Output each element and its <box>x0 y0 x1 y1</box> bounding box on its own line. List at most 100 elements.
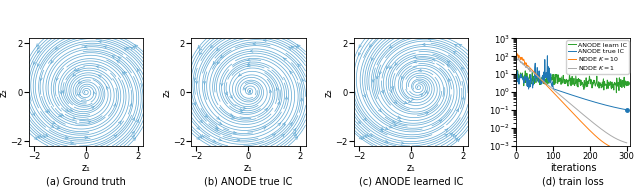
FancyArrowPatch shape <box>295 137 298 140</box>
NDDE $K = 10$ <box>513 51 520 54</box>
FancyArrowPatch shape <box>293 129 296 132</box>
FancyArrowPatch shape <box>389 126 392 128</box>
FancyArrowPatch shape <box>212 140 216 142</box>
FancyArrowPatch shape <box>211 45 213 48</box>
Y-axis label: z₂: z₂ <box>0 88 9 97</box>
FancyArrowPatch shape <box>459 44 462 47</box>
FancyArrowPatch shape <box>420 94 422 96</box>
FancyArrowPatch shape <box>195 81 198 84</box>
FancyArrowPatch shape <box>445 134 447 137</box>
Line: ANODE true IC: ANODE true IC <box>516 56 627 110</box>
ANODE true IC <box>623 109 630 111</box>
FancyArrowPatch shape <box>216 48 220 51</box>
ANODE learn IC <box>579 81 586 84</box>
FancyArrowPatch shape <box>399 120 401 122</box>
ANODE true IC <box>543 55 551 57</box>
FancyArrowPatch shape <box>243 107 246 110</box>
FancyArrowPatch shape <box>116 60 120 63</box>
FancyArrowPatch shape <box>371 58 374 61</box>
FancyArrowPatch shape <box>454 45 458 47</box>
FancyArrowPatch shape <box>449 79 451 82</box>
FancyArrowPatch shape <box>200 52 202 55</box>
FancyArrowPatch shape <box>447 65 450 67</box>
FancyArrowPatch shape <box>404 101 407 104</box>
FancyArrowPatch shape <box>401 142 404 144</box>
FancyArrowPatch shape <box>45 110 48 113</box>
ANODE learn IC <box>606 84 614 86</box>
FancyArrowPatch shape <box>447 61 451 64</box>
FancyArrowPatch shape <box>276 88 278 91</box>
NDDE $K = 10$ <box>612 148 620 150</box>
FancyArrowPatch shape <box>37 64 40 67</box>
X-axis label: z₁: z₁ <box>81 163 90 173</box>
FancyArrowPatch shape <box>215 126 218 128</box>
FancyArrowPatch shape <box>99 40 102 43</box>
FancyArrowPatch shape <box>394 123 397 126</box>
FancyArrowPatch shape <box>378 109 381 112</box>
FancyArrowPatch shape <box>77 69 80 71</box>
FancyArrowPatch shape <box>445 129 448 132</box>
NDDE $K = 10$ <box>578 121 586 123</box>
FancyArrowPatch shape <box>219 138 221 141</box>
FancyArrowPatch shape <box>84 46 87 48</box>
NDDE $K = 1$ <box>612 138 620 140</box>
FancyArrowPatch shape <box>449 133 452 136</box>
NDDE $K = 1$ <box>605 134 613 136</box>
ANODE learn IC <box>612 92 620 94</box>
Text: (b) ANODE true IC: (b) ANODE true IC <box>204 176 292 186</box>
FancyArrowPatch shape <box>42 135 45 137</box>
FancyArrowPatch shape <box>390 89 392 92</box>
FancyArrowPatch shape <box>225 92 227 95</box>
FancyArrowPatch shape <box>298 45 300 47</box>
FancyArrowPatch shape <box>395 62 397 65</box>
ANODE true IC <box>513 78 520 80</box>
NDDE $K = 1$ <box>623 142 630 144</box>
FancyArrowPatch shape <box>425 91 428 94</box>
FancyArrowPatch shape <box>118 121 121 124</box>
FancyArrowPatch shape <box>56 78 58 81</box>
FancyArrowPatch shape <box>217 61 220 64</box>
FancyArrowPatch shape <box>132 118 134 121</box>
FancyArrowPatch shape <box>193 102 195 105</box>
NDDE $K = 1$ <box>513 56 520 59</box>
FancyArrowPatch shape <box>302 79 304 82</box>
FancyArrowPatch shape <box>199 48 202 51</box>
Line: NDDE $K = 1$: NDDE $K = 1$ <box>516 58 627 143</box>
FancyArrowPatch shape <box>358 53 360 55</box>
ANODE true IC <box>580 98 588 100</box>
FancyArrowPatch shape <box>294 134 296 137</box>
FancyArrowPatch shape <box>369 134 372 136</box>
FancyArrowPatch shape <box>359 137 362 139</box>
FancyArrowPatch shape <box>137 69 140 72</box>
FancyArrowPatch shape <box>33 62 35 65</box>
FancyArrowPatch shape <box>426 112 428 115</box>
X-axis label: z₁: z₁ <box>406 163 415 173</box>
FancyArrowPatch shape <box>244 87 246 90</box>
FancyArrowPatch shape <box>104 46 107 48</box>
Legend: ANODE learn IC, ANODE true IC, NDDE $K = 10$, NDDE $K = 1$: ANODE learn IC, ANODE true IC, NDDE $K =… <box>566 40 628 74</box>
FancyArrowPatch shape <box>269 90 272 93</box>
FancyArrowPatch shape <box>217 117 220 119</box>
FancyArrowPatch shape <box>265 108 268 111</box>
FancyArrowPatch shape <box>132 132 134 134</box>
FancyArrowPatch shape <box>114 135 116 138</box>
NDDE $K = 10$ <box>605 145 613 147</box>
FancyArrowPatch shape <box>60 91 62 94</box>
FancyArrowPatch shape <box>106 86 109 89</box>
FancyArrowPatch shape <box>240 109 243 111</box>
FancyArrowPatch shape <box>36 44 39 46</box>
FancyArrowPatch shape <box>77 93 81 95</box>
FancyArrowPatch shape <box>198 45 200 48</box>
NDDE $K = 10$ <box>580 123 588 126</box>
FancyArrowPatch shape <box>381 127 383 130</box>
FancyArrowPatch shape <box>193 78 196 80</box>
FancyArrowPatch shape <box>74 68 77 71</box>
FancyArrowPatch shape <box>213 61 216 64</box>
FancyArrowPatch shape <box>247 63 250 65</box>
FancyArrowPatch shape <box>221 83 223 86</box>
FancyArrowPatch shape <box>457 139 460 142</box>
FancyArrowPatch shape <box>99 75 101 77</box>
FancyArrowPatch shape <box>390 66 392 69</box>
FancyArrowPatch shape <box>133 46 136 49</box>
FancyArrowPatch shape <box>462 97 465 99</box>
